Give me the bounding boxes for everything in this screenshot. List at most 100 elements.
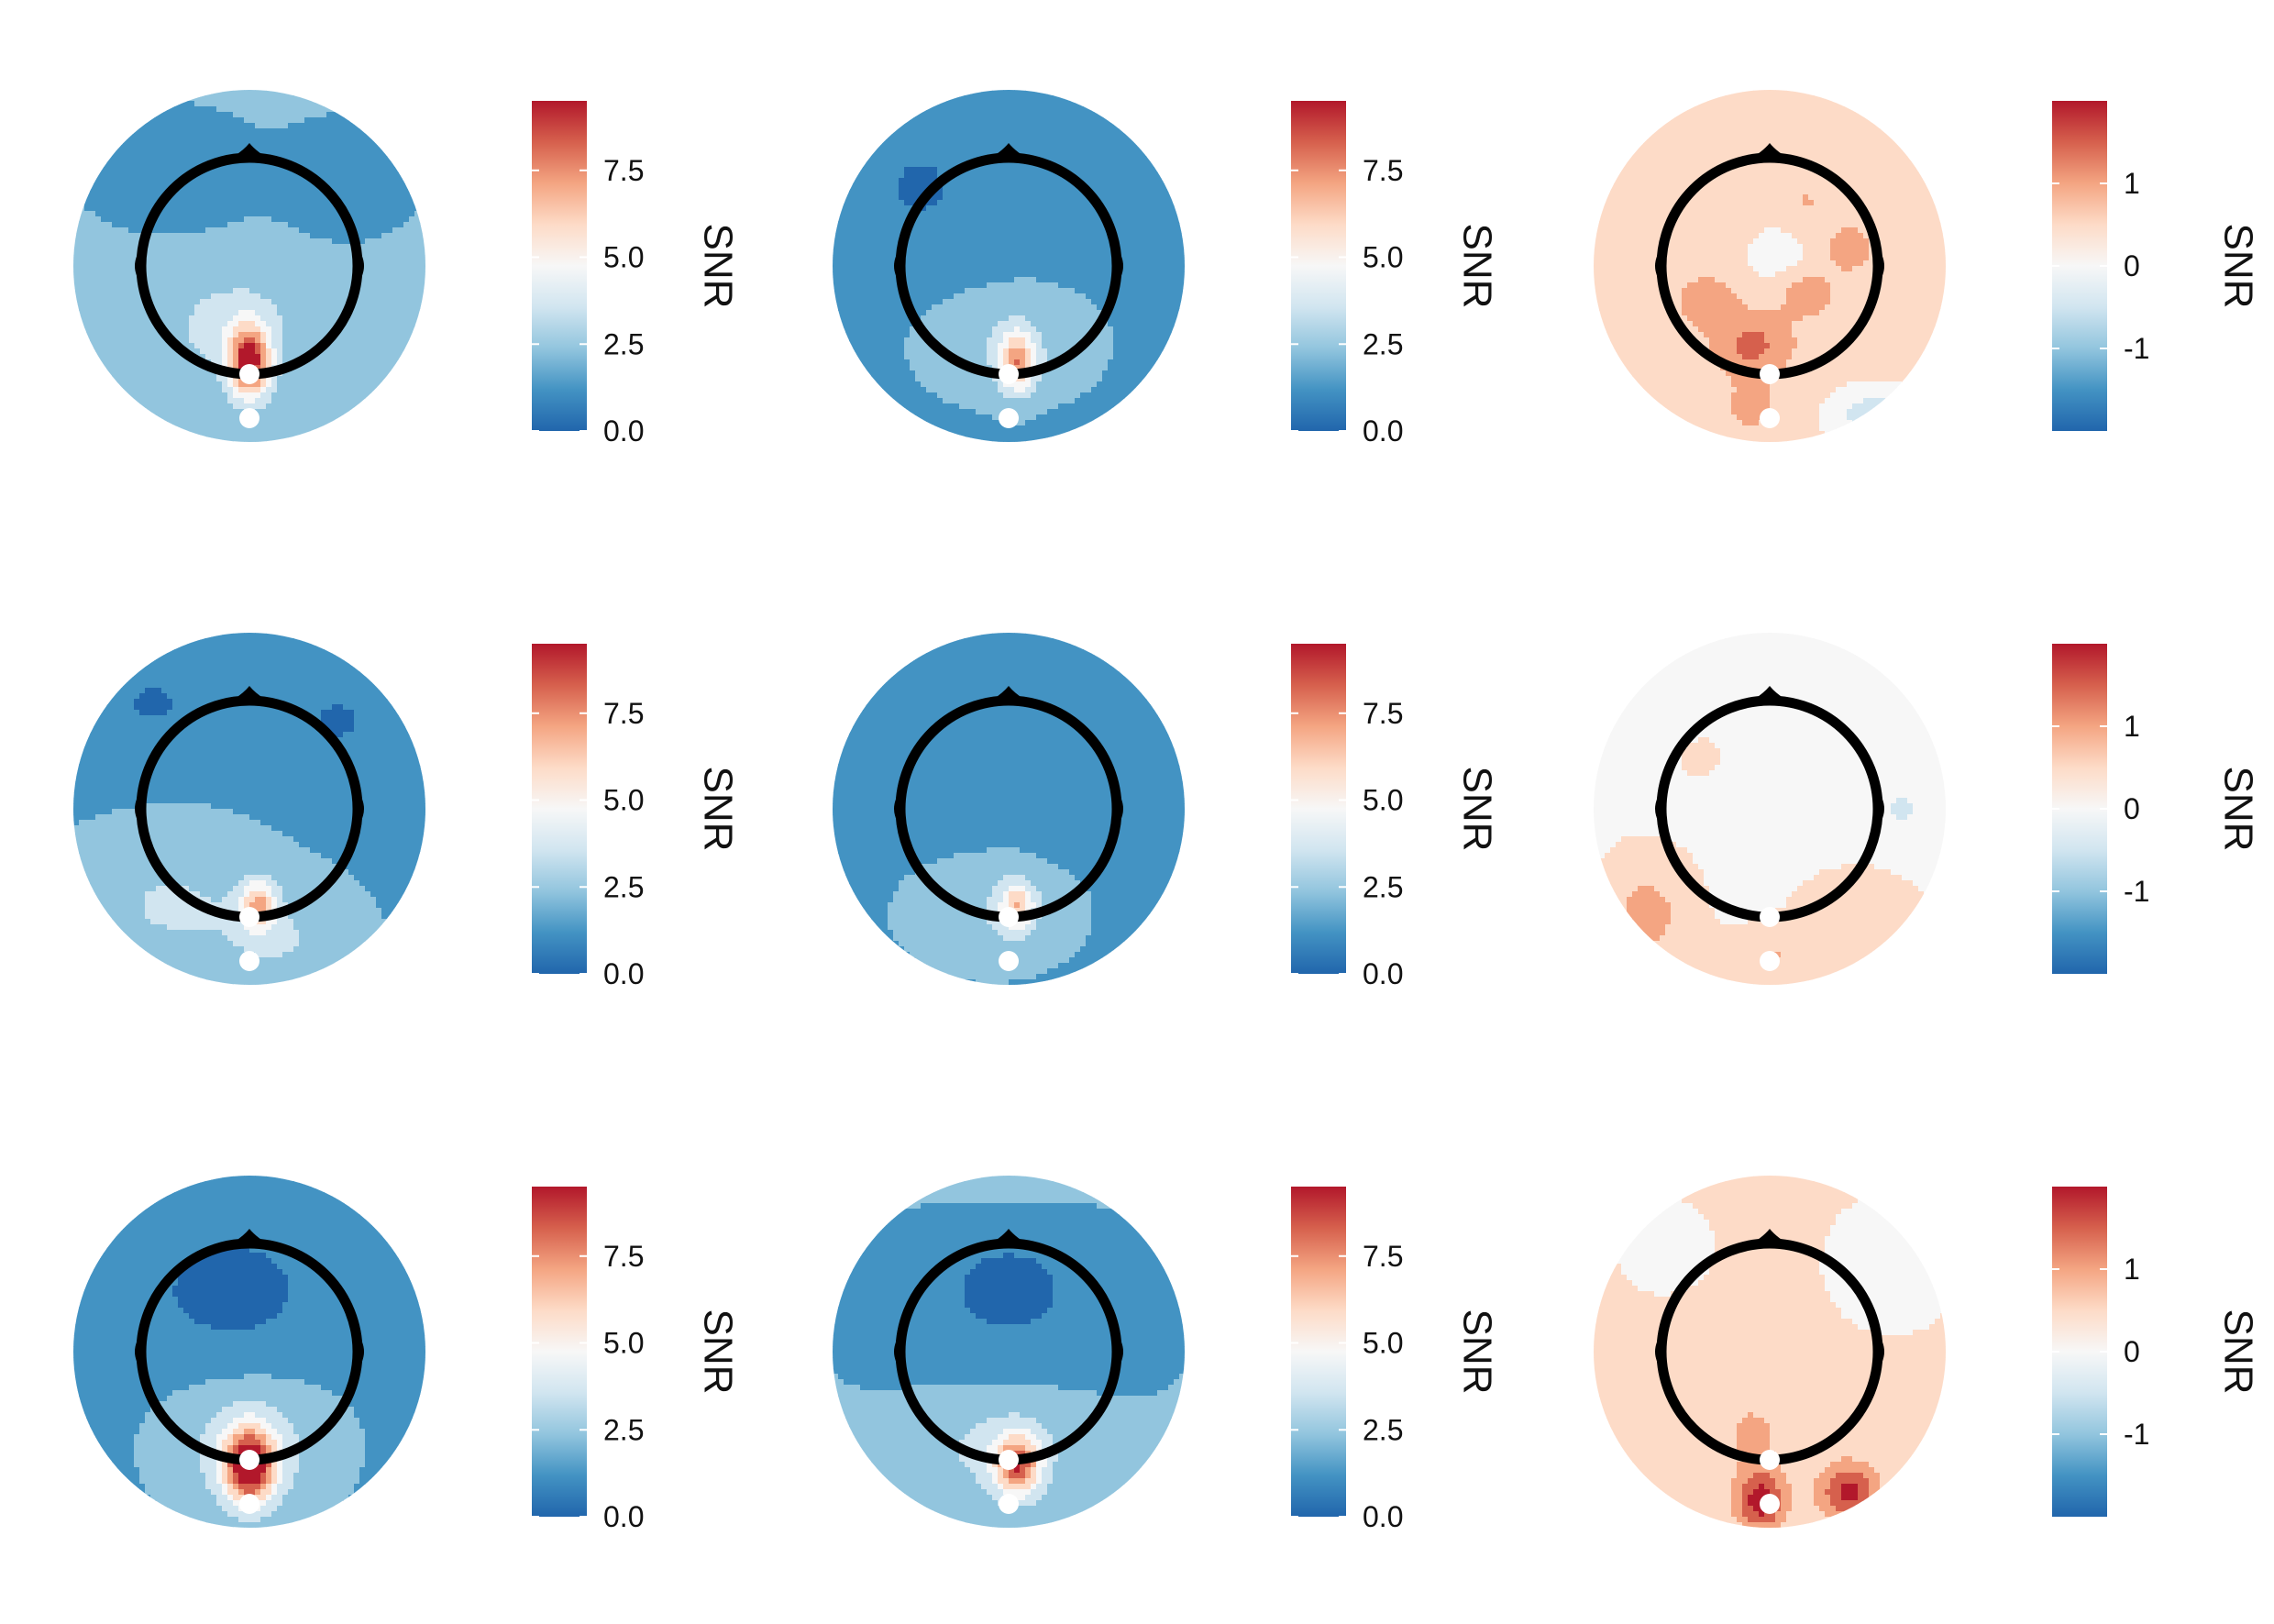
map-cell [172,304,179,311]
map-cell [1108,150,1114,157]
map-cell [337,348,344,355]
map-cell [310,376,316,382]
map-cell [904,145,911,151]
map-cell [332,244,338,250]
map-cell [348,332,355,338]
map-cell [73,271,80,278]
map-cell [128,277,135,283]
map-cell [277,354,283,360]
map-cell [392,359,399,366]
map-cell [216,398,223,404]
map-cell [172,293,179,300]
map-cell [282,310,289,316]
map-cell [326,112,333,118]
map-cell [189,222,195,228]
map-cell [123,233,129,239]
map-cell [123,359,129,366]
map-cell [90,337,96,344]
map-cell [354,321,360,327]
map-cell [1031,183,1037,190]
map-cell [139,178,146,184]
map-cell [321,139,327,146]
map-cell [370,387,377,393]
map-cell [1168,205,1175,212]
map-cell [409,288,415,294]
map-cell [227,145,234,151]
map-cell [194,161,201,168]
map-cell [1179,233,1185,239]
map-cell [255,398,261,404]
map-cell [183,376,190,382]
map-cell [1003,90,1010,96]
map-cell [337,343,344,349]
map-cell [987,167,993,173]
map-cell [178,282,184,289]
map-cell [244,387,250,393]
map-cell [1009,205,1015,212]
map-cell [293,381,300,388]
map-cell [981,238,988,245]
map-cell [211,216,217,223]
map-cell [299,117,305,124]
map-cell [260,392,267,399]
map-cell [332,304,338,311]
map-cell [238,359,245,366]
map-cell [123,315,129,322]
map-cell [293,178,300,184]
map-cell [866,205,872,212]
map-cell [293,128,300,135]
map-cell [398,167,404,173]
map-cell [376,216,382,223]
map-cell [343,150,349,157]
map-cell [183,167,190,173]
map-cell [343,354,349,360]
map-cell [304,376,311,382]
map-cell [866,260,872,267]
map-cell [414,271,421,278]
map-cell [101,304,107,311]
map-cell [299,222,305,228]
map-cell [1058,216,1065,223]
map-cell [134,211,140,217]
map-cell [403,205,410,212]
map-cell [277,337,283,344]
map-cell [409,211,415,217]
map-cell [255,304,261,311]
map-cell [288,172,294,179]
map-cell [1152,255,1158,261]
map-cell [998,244,1004,250]
map-cell [948,145,955,151]
map-cell [420,249,425,256]
map-cell [326,376,333,382]
map-cell [1053,106,1059,113]
map-cell [932,123,938,129]
map-cell [926,150,933,157]
map-cell [194,370,201,377]
map-cell [134,326,140,333]
map-cell [123,134,129,140]
map-cell [1119,233,1125,239]
map-cell [1036,255,1043,261]
map-cell [959,145,966,151]
map-cell [293,139,300,146]
map-cell [79,211,85,217]
map-cell [926,145,933,151]
map-cell [387,370,393,377]
map-cell [73,277,80,283]
map-cell [211,332,217,338]
map-cell [866,216,872,223]
map-cell [128,348,135,355]
map-cell [178,216,184,223]
map-cell [310,343,316,349]
map-cell [101,205,107,212]
map-cell [376,222,382,228]
map-cell [1064,233,1070,239]
map-cell [183,420,190,426]
map-cell [304,414,311,421]
map-cell [414,299,421,305]
map-cell [1047,249,1054,256]
map-cell [277,282,283,289]
map-cell [904,205,911,212]
map-cell [106,315,113,322]
map-cell [1064,178,1070,184]
